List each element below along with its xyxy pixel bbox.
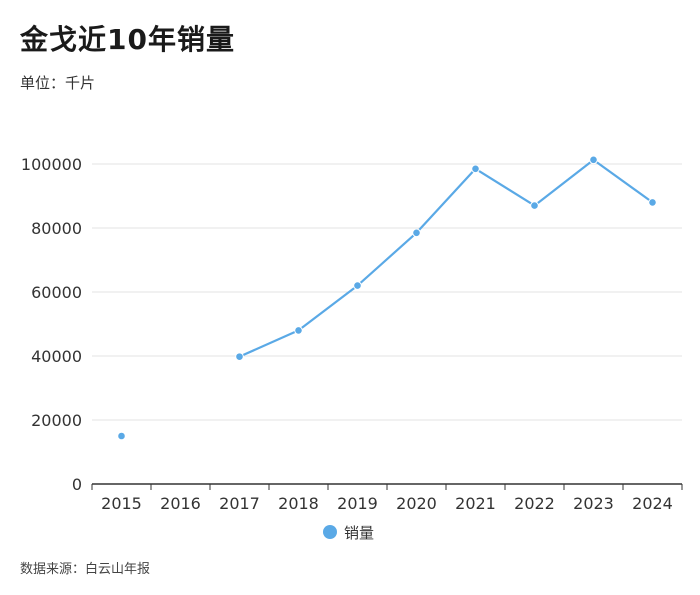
data-point	[353, 281, 362, 290]
legend: 销量	[323, 524, 374, 542]
x-tick-label: 2024	[632, 494, 673, 513]
data-point	[589, 155, 598, 165]
x-tick-label: 2015	[101, 494, 142, 513]
x-tick-label: 2017	[219, 494, 260, 513]
source-note: 数据来源：白云山年报	[20, 562, 151, 577]
series-line	[239, 158, 654, 358]
x-tick-label: 2021	[455, 494, 496, 513]
data-point	[471, 164, 480, 174]
axes: 0 20000 40000 60000 80000 100000 2015 2016 2017 2…	[21, 155, 683, 513]
legend-label: 销量	[344, 524, 374, 542]
y-tick-label: 0	[72, 475, 82, 494]
grid-lines	[92, 163, 682, 421]
unit-label: 单位：千片	[20, 74, 96, 92]
x-tick-label: 2019	[337, 494, 378, 513]
y-tick-label: 100000	[21, 155, 82, 174]
chart-title: 金戈近10年销量	[20, 23, 235, 56]
data-point	[648, 198, 657, 207]
legend-marker	[323, 525, 337, 539]
data-point	[412, 228, 421, 238]
x-tick-label: 2023	[573, 494, 614, 513]
data-point	[294, 326, 303, 335]
y-tick-label: 40000	[31, 347, 82, 366]
y-tick-label: 60000	[31, 283, 82, 302]
x-tick-label: 2016	[160, 494, 201, 513]
x-tick-label: 2022	[514, 494, 555, 513]
x-tick-label: 2018	[278, 494, 319, 513]
y-tick-label: 20000	[31, 411, 82, 430]
y-tick-label: 80000	[31, 219, 82, 238]
data-point	[117, 431, 126, 441]
data-point	[530, 201, 539, 210]
series	[117, 155, 657, 441]
data-point	[235, 352, 244, 361]
x-tick-label: 2020	[396, 494, 437, 513]
